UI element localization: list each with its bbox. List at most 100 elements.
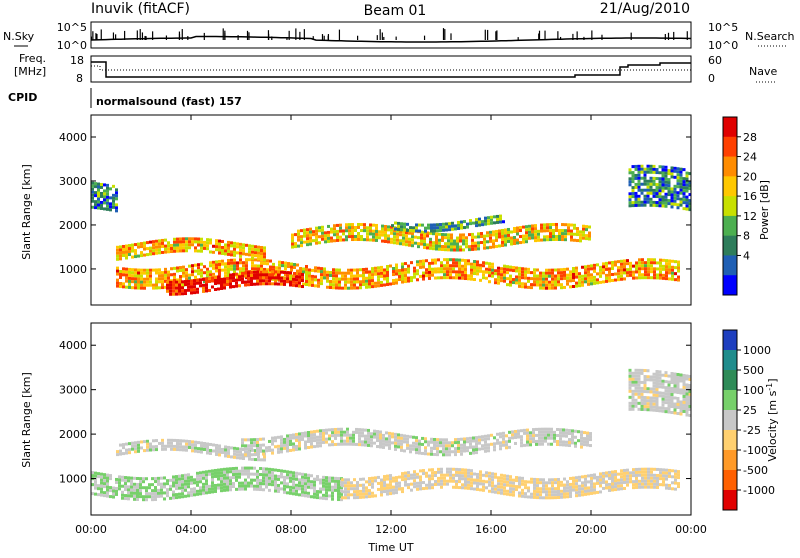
heatmap-cell	[307, 430, 310, 434]
heatmap-cell	[380, 268, 383, 272]
heatmap-cell	[646, 390, 650, 394]
heatmap-cell	[397, 433, 400, 437]
heatmap-cell	[338, 283, 341, 287]
heatmap-cell	[491, 484, 494, 488]
heatmap-cell	[277, 468, 280, 472]
heatmap-cell	[383, 277, 386, 281]
heatmap-cell	[146, 442, 149, 446]
heatmap-cell	[164, 447, 167, 451]
heatmap-cell	[566, 495, 569, 499]
heatmap-cell	[211, 481, 214, 485]
heatmap-cell	[214, 468, 217, 472]
heatmap-cell	[151, 489, 154, 493]
heatmap-cell	[161, 283, 164, 287]
heatmap-cell	[557, 280, 560, 284]
heatmap-cell	[662, 264, 665, 268]
heatmap-cell	[386, 264, 389, 268]
heatmap-cell	[345, 238, 348, 242]
noise-right-tick-top: 10^5	[708, 21, 738, 34]
heatmap-cell	[128, 448, 131, 452]
heatmap-cell	[239, 267, 242, 271]
heatmap-cell	[588, 231, 591, 235]
heatmap-cell	[187, 479, 190, 483]
heatmap-cell	[412, 226, 415, 230]
heatmap-cell	[353, 490, 356, 494]
heatmap-cell	[394, 432, 397, 436]
heatmap-cell	[395, 479, 398, 483]
heatmap-cell	[650, 470, 653, 474]
heatmap-cell	[521, 267, 524, 271]
heatmap-cell	[215, 266, 218, 270]
heatmap-cell	[562, 443, 565, 447]
heatmap-cell	[685, 392, 689, 396]
heatmap-cell	[253, 273, 256, 277]
heatmap-cell	[312, 239, 315, 243]
heatmap-cell	[655, 379, 659, 383]
heatmap-cell	[395, 281, 398, 285]
heatmap-cell	[398, 475, 401, 479]
heatmap-cell	[181, 483, 184, 487]
heatmap-cell	[224, 268, 227, 272]
heatmap-cell	[634, 194, 638, 198]
velocity-colorbar-label: Velocity [m s-1]	[765, 378, 779, 461]
heatmap-cell	[644, 470, 647, 474]
heatmap-cell	[470, 478, 473, 482]
heatmap-cell	[571, 432, 574, 436]
heatmap-cell	[100, 182, 103, 186]
heatmap-cell	[286, 274, 289, 278]
heatmap-cell	[429, 231, 432, 235]
heatmap-cell	[496, 432, 499, 436]
heatmap-cell	[554, 490, 557, 494]
heatmap-cell	[289, 470, 292, 474]
heatmap-cell	[341, 286, 344, 290]
heatmap-cell	[513, 241, 516, 245]
heatmap-cell	[298, 284, 301, 288]
heatmap-cell	[214, 281, 217, 285]
heatmap-cell	[557, 492, 560, 496]
heatmap-cell	[304, 485, 307, 489]
heatmap-cell	[379, 430, 382, 434]
heatmap-cell	[224, 252, 227, 256]
power-colorbar-swatch	[723, 156, 737, 177]
heatmap-cell	[406, 446, 409, 450]
heatmap-cell	[631, 395, 635, 399]
heatmap-cell	[300, 244, 303, 248]
heatmap-cell	[412, 229, 415, 233]
heatmap-cell	[503, 477, 506, 481]
heatmap-cell	[530, 271, 533, 275]
heatmap-cell	[421, 436, 424, 440]
heatmap-cell	[238, 284, 241, 288]
heatmap-cell	[402, 239, 405, 243]
heatmap-cell	[155, 439, 158, 443]
heatmap-cell	[584, 489, 587, 493]
heatmap-cell	[413, 272, 416, 276]
heatmap-cell	[578, 284, 581, 288]
heatmap-cell	[560, 495, 563, 499]
heatmap-cell	[664, 386, 668, 390]
heatmap-cell	[533, 477, 536, 481]
heatmap-cell	[257, 458, 260, 462]
heatmap-cell	[133, 491, 136, 495]
heatmap-cell	[665, 483, 668, 487]
heatmap-cell	[280, 487, 283, 491]
heatmap-cell	[503, 492, 506, 496]
heatmap-cell	[432, 241, 435, 245]
heatmap-cell	[244, 478, 247, 482]
heatmap-cell	[176, 237, 179, 241]
heatmap-cell	[448, 441, 451, 445]
heatmap-cell	[515, 488, 518, 492]
heatmap-cell	[161, 241, 164, 245]
heatmap-cell	[554, 268, 557, 272]
heatmap-cell	[658, 192, 662, 196]
x-tick-label: 00:00	[75, 523, 107, 536]
heatmap-cell	[667, 386, 671, 390]
heatmap-cell	[229, 488, 232, 492]
heatmap-cell	[322, 478, 325, 482]
heatmap-cell	[448, 225, 451, 229]
heatmap-cell	[136, 494, 139, 498]
heatmap-cell	[589, 438, 592, 442]
heatmap-cell	[661, 180, 665, 184]
heatmap-cell	[655, 391, 659, 395]
heatmap-cell	[163, 482, 166, 486]
heatmap-cell	[637, 179, 641, 183]
